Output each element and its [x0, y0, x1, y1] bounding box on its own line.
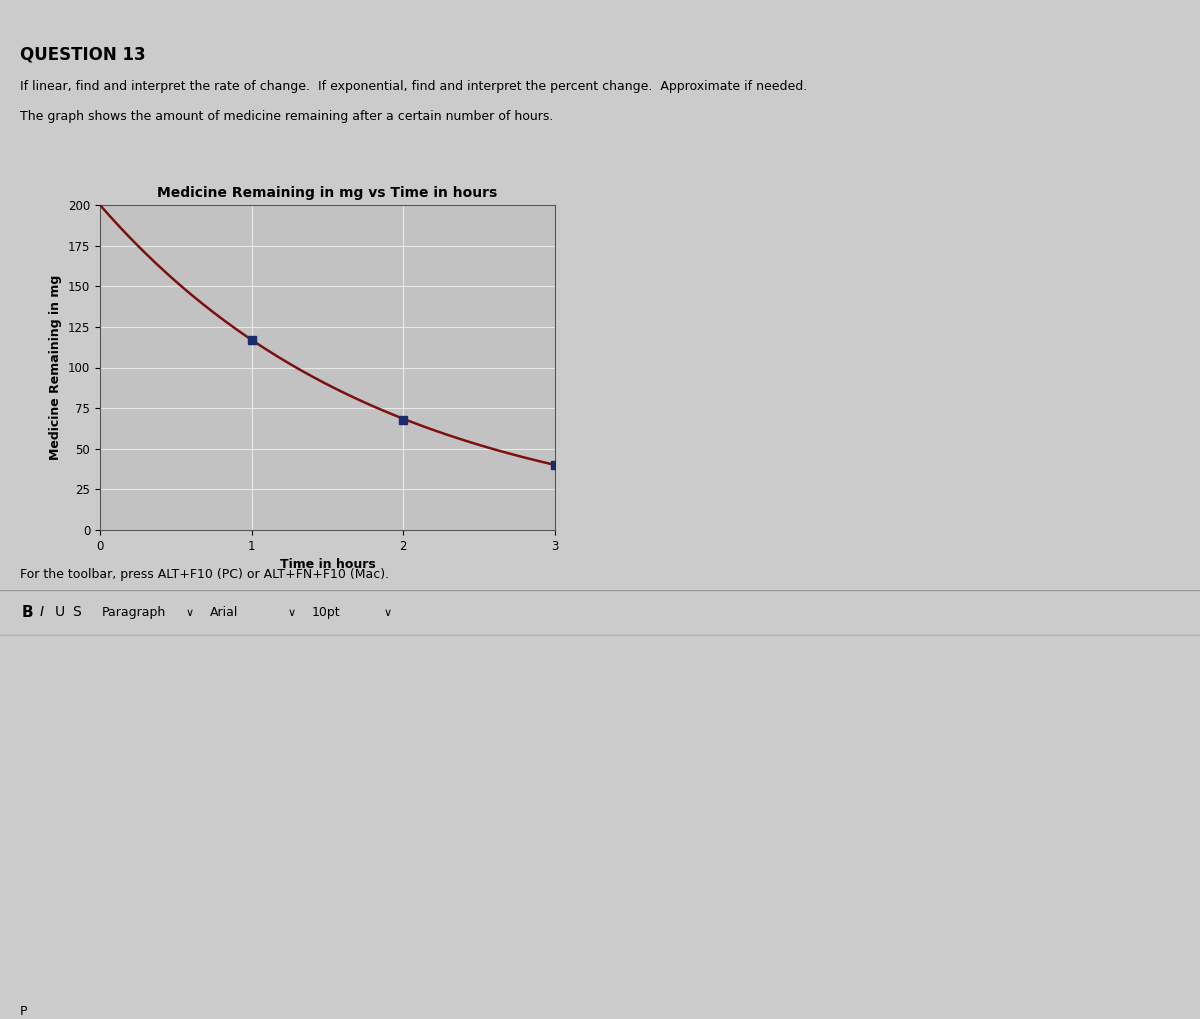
Y-axis label: Medicine Remaining in mg: Medicine Remaining in mg [49, 275, 62, 461]
Text: Paragraph: Paragraph [102, 606, 167, 619]
Text: P: P [20, 1005, 28, 1018]
Text: ∨: ∨ [186, 607, 194, 618]
Text: Arial: Arial [210, 606, 239, 619]
Text: For the toolbar, press ALT+F10 (PC) or ALT+FN+F10 (Mac).: For the toolbar, press ALT+F10 (PC) or A… [20, 568, 389, 581]
Text: I: I [40, 605, 43, 620]
Text: QUESTION 13: QUESTION 13 [20, 45, 145, 63]
Text: ∨: ∨ [384, 607, 392, 618]
Text: S: S [72, 605, 80, 620]
Title: Medicine Remaining in mg vs Time in hours: Medicine Remaining in mg vs Time in hour… [157, 185, 498, 200]
Text: U: U [55, 605, 65, 620]
Text: B: B [22, 605, 34, 620]
Text: The graph shows the amount of medicine remaining after a certain number of hours: The graph shows the amount of medicine r… [20, 110, 553, 123]
Text: If linear, find and interpret the rate of change.  If exponential, find and inte: If linear, find and interpret the rate o… [20, 81, 808, 93]
X-axis label: Time in hours: Time in hours [280, 558, 376, 572]
Text: ∨: ∨ [288, 607, 296, 618]
Text: 10pt: 10pt [312, 606, 341, 619]
